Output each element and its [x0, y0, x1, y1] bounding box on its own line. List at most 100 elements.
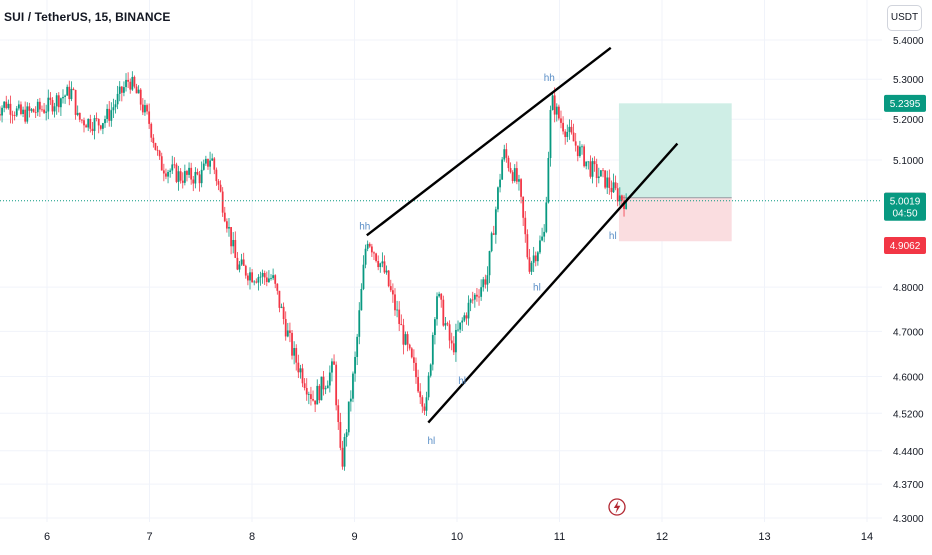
- swing-label-hh: hh: [544, 73, 555, 84]
- x-axis-tick-label: 8: [249, 531, 255, 543]
- candle-body: [207, 158, 209, 167]
- candle-body: [223, 212, 226, 222]
- candle-body: [389, 286, 392, 291]
- candle-body: [112, 107, 115, 111]
- current-price-badge: [884, 192, 926, 221]
- current-price-badge-countdown: 04:50: [892, 209, 917, 220]
- candle-body: [20, 104, 22, 114]
- candle-body: [385, 270, 388, 273]
- candle-body: [602, 170, 604, 172]
- candle-body: [89, 119, 92, 129]
- candle-body: [368, 243, 371, 247]
- candle-body: [585, 161, 588, 167]
- candle-body: [375, 253, 377, 262]
- candle-body: [125, 79, 127, 88]
- candle-body: [47, 97, 50, 112]
- stop-zone[interactable]: [618, 197, 732, 242]
- candle-body: [476, 294, 478, 297]
- candle-body: [339, 422, 342, 448]
- candle-body: [200, 169, 203, 184]
- current-price-badge-text: 5.0019: [890, 197, 921, 208]
- candle-body: [173, 164, 176, 166]
- candle-body: [87, 119, 90, 128]
- candle-body: [480, 287, 483, 297]
- candle-body: [303, 383, 306, 388]
- candle-body: [455, 329, 457, 353]
- candle-body: [383, 261, 386, 273]
- candle-body: [457, 329, 459, 331]
- candle-body: [251, 272, 254, 283]
- candle-body: [43, 109, 45, 113]
- candle-body: [158, 150, 161, 157]
- candle-body: [91, 128, 94, 132]
- candle-body: [133, 76, 136, 87]
- candle-body: [284, 319, 287, 337]
- candle-body: [186, 171, 188, 175]
- candle-body: [154, 143, 157, 150]
- stop-price-badge: [884, 237, 926, 255]
- target-zone[interactable]: [618, 103, 732, 198]
- candle-body: [364, 248, 367, 265]
- currency-button[interactable]: USDT: [887, 5, 922, 31]
- candle-body: [259, 276, 262, 278]
- flash-icon[interactable]: [608, 498, 626, 516]
- candle-body: [301, 368, 304, 384]
- candle-body: [11, 114, 14, 116]
- candle-body: [129, 81, 132, 90]
- candle-body: [169, 170, 172, 172]
- candle-body: [120, 86, 123, 93]
- candle-body: [41, 109, 43, 111]
- candle-body: [465, 315, 468, 319]
- candle-body: [606, 177, 609, 188]
- candle-body: [354, 356, 356, 374]
- candle-body: [57, 95, 60, 108]
- candle-body: [570, 126, 573, 133]
- candle-body: [278, 290, 281, 308]
- candle-body: [97, 118, 100, 126]
- candle-body: [333, 361, 335, 365]
- candle-body: [99, 125, 102, 129]
- candle-body: [217, 181, 220, 185]
- candle-body: [408, 344, 411, 349]
- y-axis-tick-label: 4.5200: [893, 409, 924, 420]
- candle-body: [492, 233, 495, 235]
- candle-body: [478, 296, 480, 298]
- candle-body: [240, 259, 243, 265]
- candle-body: [13, 115, 16, 116]
- candle-body: [345, 432, 348, 438]
- candle-body: [83, 120, 85, 126]
- candle-body: [520, 179, 522, 197]
- candle-body: [188, 167, 190, 175]
- candle-body: [221, 191, 224, 213]
- candle-body: [62, 96, 64, 99]
- y-axis-tick-label: 4.8000: [893, 283, 924, 294]
- y-axis-tick-label: 4.3700: [893, 480, 924, 491]
- candle-body: [358, 310, 361, 337]
- candle-body: [123, 87, 125, 93]
- candle-body: [450, 340, 453, 344]
- candle-body: [515, 168, 518, 182]
- candle-body: [261, 272, 264, 277]
- swing-label-hl: hl: [427, 436, 435, 447]
- candle-body: [335, 364, 338, 406]
- candle-body: [238, 264, 241, 270]
- candle-body: [429, 364, 432, 376]
- candle-body: [444, 323, 447, 326]
- upper-trendline[interactable]: [366, 46, 612, 237]
- candle-body: [108, 108, 111, 121]
- candle-body: [587, 161, 590, 163]
- candle-body: [276, 283, 279, 291]
- candle-body: [291, 332, 293, 356]
- candle-body: [589, 161, 592, 177]
- candle-body: [452, 343, 455, 353]
- candle-body: [431, 335, 434, 365]
- candle-body: [518, 179, 520, 182]
- candle-body: [568, 126, 571, 132]
- candle-body: [337, 405, 340, 423]
- candle-body: [280, 306, 283, 308]
- candle-body: [3, 101, 6, 108]
- lower-trendline[interactable]: [427, 142, 679, 424]
- candle-body: [305, 387, 308, 395]
